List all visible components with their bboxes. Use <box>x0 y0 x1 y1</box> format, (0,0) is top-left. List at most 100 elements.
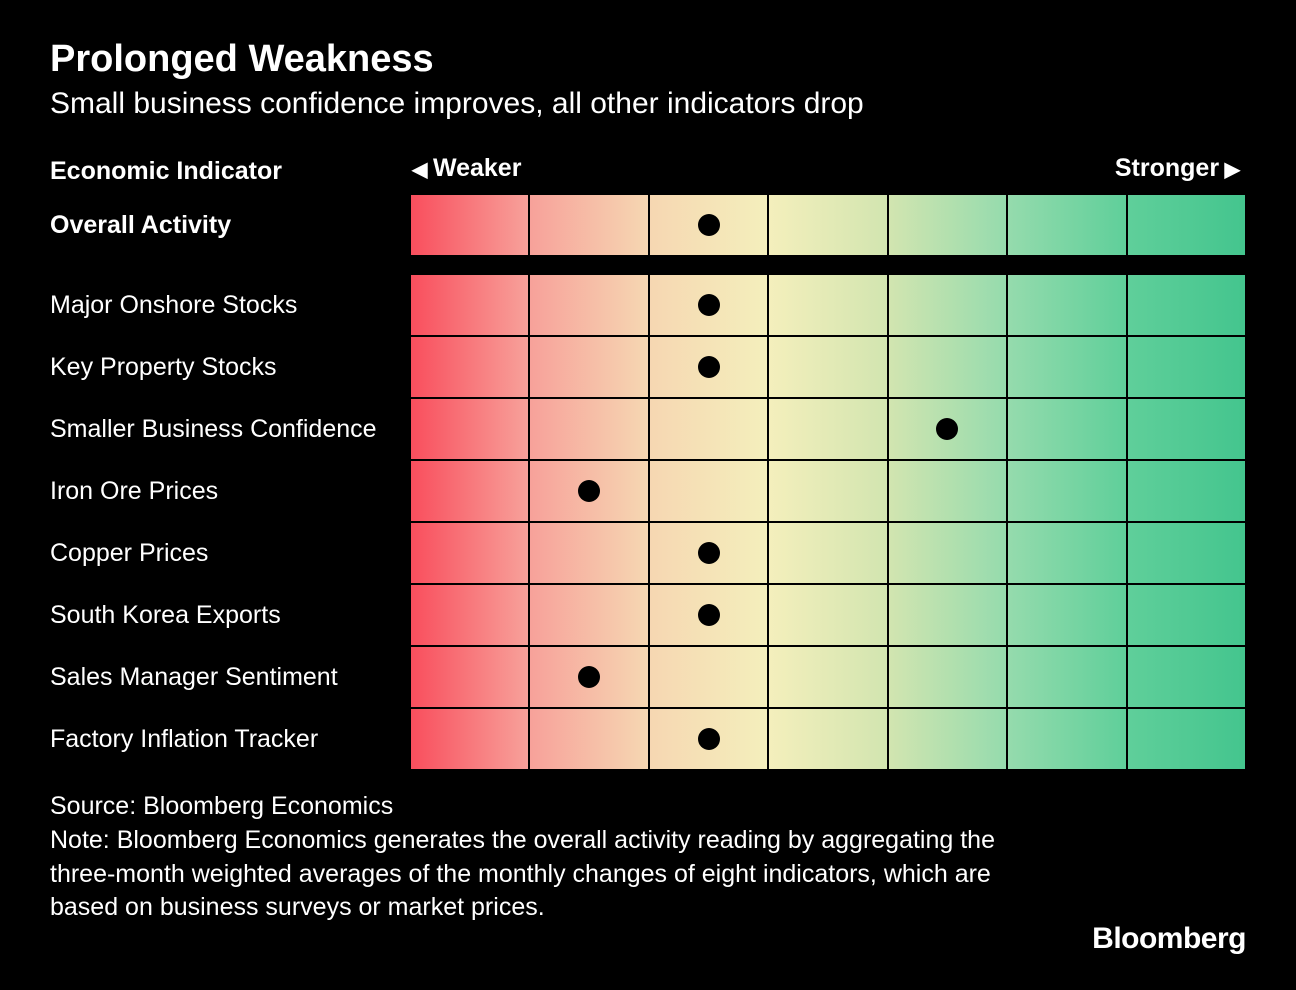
heatmap-cell <box>888 336 1007 398</box>
row-gap <box>50 256 1246 274</box>
heatmap-cell <box>1007 274 1126 336</box>
heatmap-cell <box>529 398 648 460</box>
heatmap-cell <box>410 194 529 256</box>
heatmap-cell <box>649 274 768 336</box>
column-header-indicator: Economic Indicator <box>50 149 410 194</box>
heatmap-cell <box>649 708 768 770</box>
heatmap-cell <box>888 460 1007 522</box>
heatmap-cell <box>410 646 529 708</box>
heatmap-cell <box>529 646 648 708</box>
indicator-label: South Korea Exports <box>50 584 410 646</box>
indicator-dot <box>578 480 600 502</box>
heatmap-cell <box>888 522 1007 584</box>
indicator-dot <box>578 666 600 688</box>
heatmap-cell <box>529 708 648 770</box>
heatmap-cell <box>410 708 529 770</box>
heatmap-cell <box>1127 584 1246 646</box>
indicator-cells <box>410 336 1246 398</box>
heatmap-cell <box>1127 398 1246 460</box>
heatmap-cell <box>768 646 887 708</box>
heatmap-cell <box>1007 646 1126 708</box>
heatmap-cell <box>1007 584 1126 646</box>
indicator-dot <box>698 542 720 564</box>
heatmap-cell <box>768 460 887 522</box>
chart-subtitle: Small business confidence improves, all … <box>50 87 1246 121</box>
indicator-cells <box>410 708 1246 770</box>
heatmap-cell <box>768 584 887 646</box>
heatmap-cell <box>529 460 648 522</box>
heatmap-cell <box>410 274 529 336</box>
stronger-label: Stronger <box>1115 154 1240 183</box>
heatmap-cell <box>888 194 1007 256</box>
overall-activity-label: Overall Activity <box>50 194 410 256</box>
heatmap-cell <box>649 336 768 398</box>
heatmap-cell <box>649 584 768 646</box>
indicator-cells <box>410 522 1246 584</box>
heatmap-cell <box>1127 274 1246 336</box>
indicator-dot <box>698 294 720 316</box>
scale-header: Weaker Stronger <box>410 149 1246 194</box>
heatmap-cell <box>649 398 768 460</box>
heatmap-cell <box>649 522 768 584</box>
indicator-label: Major Onshore Stocks <box>50 274 410 336</box>
heatmap-cell <box>768 194 887 256</box>
indicator-cells <box>410 274 1246 336</box>
heatmap-cell <box>1007 336 1126 398</box>
heatmap-cell <box>529 274 648 336</box>
indicator-label: Factory Inflation Tracker <box>50 708 410 770</box>
note-text: Note: Bloomberg Economics generates the … <box>50 824 1030 925</box>
overall-activity-cells <box>410 194 1246 256</box>
heatmap-cell <box>410 584 529 646</box>
heatmap-cell <box>1127 336 1246 398</box>
heatmap-cell <box>1127 646 1246 708</box>
indicator-label: Iron Ore Prices <box>50 460 410 522</box>
heatmap-cell <box>888 584 1007 646</box>
heatmap-cell <box>768 336 887 398</box>
source-text: Source: Bloomberg Economics <box>50 790 1030 824</box>
heatmap-cell <box>410 522 529 584</box>
indicator-label: Sales Manager Sentiment <box>50 646 410 708</box>
heatmap-cell <box>1007 460 1126 522</box>
heatmap-cell <box>1127 194 1246 256</box>
heatmap-cell <box>1127 522 1246 584</box>
heatmap-cell <box>410 398 529 460</box>
heatmap-grid: Economic Indicator Weaker Stronger Overa… <box>50 149 1246 770</box>
indicator-label: Copper Prices <box>50 522 410 584</box>
heatmap-cell <box>529 522 648 584</box>
chart-title: Prolonged Weakness <box>50 38 1246 81</box>
heatmap-cell <box>1007 398 1126 460</box>
heatmap-cell <box>768 708 887 770</box>
bloomberg-logo: Bloomberg <box>1092 922 1246 956</box>
heatmap-cell <box>529 194 648 256</box>
indicator-dot <box>698 214 720 236</box>
weaker-label: Weaker <box>412 154 521 183</box>
heatmap-cell <box>410 460 529 522</box>
indicator-cells <box>410 460 1246 522</box>
indicator-dot <box>936 418 958 440</box>
heatmap-cell <box>1127 708 1246 770</box>
heatmap-cell <box>649 460 768 522</box>
heatmap-cell <box>768 522 887 584</box>
heatmap-cell <box>1007 194 1126 256</box>
heatmap-cell <box>888 646 1007 708</box>
heatmap-cell <box>1007 522 1126 584</box>
indicator-dot <box>698 728 720 750</box>
heatmap-cell <box>1127 460 1246 522</box>
heatmap-cell <box>768 274 887 336</box>
indicator-label: Smaller Business Confidence <box>50 398 410 460</box>
indicator-cells <box>410 584 1246 646</box>
heatmap-cell <box>410 336 529 398</box>
indicator-dot <box>698 356 720 378</box>
heatmap-cell <box>888 708 1007 770</box>
heatmap-cell <box>888 398 1007 460</box>
heatmap-cell <box>1007 708 1126 770</box>
indicator-label: Key Property Stocks <box>50 336 410 398</box>
heatmap-cell <box>649 646 768 708</box>
heatmap-cell <box>529 336 648 398</box>
heatmap-cell <box>768 398 887 460</box>
indicator-dot <box>698 604 720 626</box>
heatmap-cell <box>888 274 1007 336</box>
heatmap-cell <box>649 194 768 256</box>
indicator-cells <box>410 398 1246 460</box>
heatmap-cell <box>529 584 648 646</box>
